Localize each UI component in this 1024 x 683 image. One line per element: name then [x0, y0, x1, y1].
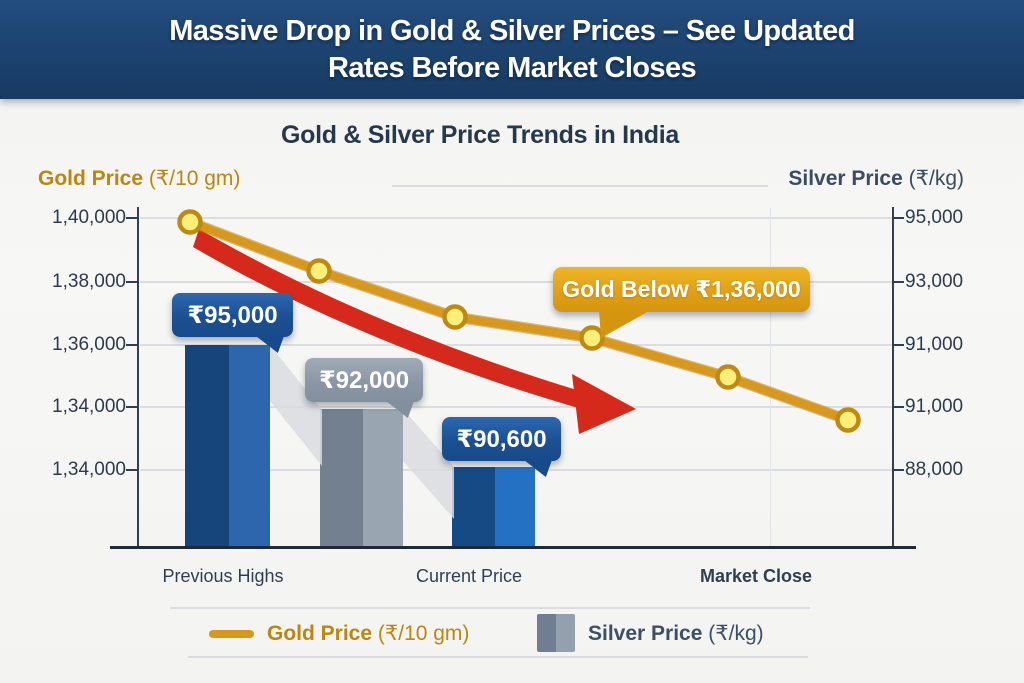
callout-value: ₹90,600	[456, 425, 547, 453]
silver-axis-unit: (₹/kg)	[908, 167, 964, 190]
left-axis-tick-label: 1,34,000	[52, 459, 126, 480]
callout-gold-annotation: Gold Below ₹1,36,000	[553, 267, 810, 338]
silver-bar-previous-highs	[185, 345, 270, 547]
right-axis-tick-label: 95,000	[905, 207, 964, 228]
gold-axis-label: Gold Price (₹/10 gm)	[38, 166, 240, 191]
header-banner: Massive Drop in Gold & Silver Prices – S…	[0, 0, 1024, 99]
legend-silver-label: Silver Price (₹/kg)	[588, 621, 764, 646]
left-axis-line	[137, 207, 139, 548]
legend-gold-label: Gold Price (₹/10 gm)	[267, 621, 469, 646]
left-tick-3	[126, 344, 138, 346]
legend-gold-name: Gold Price	[267, 622, 373, 645]
left-tick-2	[126, 281, 138, 283]
callout-bar-current-price: ₹92,000	[305, 358, 423, 418]
callout-tail	[599, 311, 649, 338]
axis-header-divider	[392, 185, 768, 187]
right-axis-tick-label: 91,000	[905, 396, 964, 417]
left-axis-tick-label: 1,40,000	[52, 207, 126, 228]
left-axis-tick-label: 1,34,000	[52, 396, 126, 417]
right-tick-5	[892, 469, 904, 471]
gridline-1	[140, 217, 893, 219]
left-tick-5	[126, 469, 138, 471]
silver-bar-market-close	[452, 467, 535, 547]
left-axis-tick-label: 1,38,000	[52, 271, 126, 292]
gold-axis-unit: (₹/10 gm)	[148, 167, 241, 190]
legend-silver-unit: (₹/kg)	[708, 622, 764, 645]
silver-axis-name: Silver Price	[788, 167, 903, 190]
callout-bar-previous-highs: ₹95,000	[172, 293, 293, 353]
x-axis-line	[110, 546, 916, 549]
x-label-market-close: Market Close	[699, 566, 813, 586]
left-tick-4	[126, 406, 138, 408]
callout-value: ₹92,000	[318, 366, 410, 394]
right-tick-3	[892, 344, 904, 346]
header-title-line2: Rates Before Market Closes	[328, 51, 697, 84]
right-axis-tick-label: 93,000	[905, 271, 964, 292]
gold-marker-2	[306, 258, 332, 284]
silver-bar-current-price	[320, 409, 403, 547]
legend-gold-unit: (₹/10 gm)	[377, 622, 470, 645]
gold-axis-name: Gold Price	[38, 167, 144, 190]
vertical-gridline	[770, 208, 771, 546]
gold-marker-5	[715, 364, 741, 390]
left-tick-1	[126, 217, 138, 219]
red-trend-arrow-head	[572, 374, 636, 434]
x-label-previous-highs: Previous Highs	[162, 566, 284, 586]
callout-bar-market-close: ₹90,600	[442, 417, 561, 477]
silver-axis-label: Silver Price (₹/kg)	[778, 166, 964, 191]
gold-line-swatch	[209, 630, 254, 638]
right-tick-4	[892, 406, 904, 408]
chart-title: Gold & Silver Price Trends in India	[281, 121, 679, 149]
right-tick-2	[892, 281, 904, 283]
right-axis-line	[892, 207, 894, 548]
silver-bar-swatch	[537, 614, 575, 652]
legend-divider-bottom	[188, 656, 808, 658]
gold-marker-6	[835, 407, 861, 433]
right-axis-tick-label: 91,000	[905, 334, 964, 355]
callout-value: ₹95,000	[187, 301, 278, 329]
left-axis-tick-label: 1,36,000	[52, 334, 126, 355]
right-tick-1	[892, 217, 904, 219]
legend-silver-name: Silver Price	[588, 622, 703, 645]
legend-divider-top	[170, 607, 810, 609]
x-label-current-price: Current Price	[415, 566, 523, 586]
gold-marker-1	[177, 209, 203, 235]
header-title-line1: Massive Drop in Gold & Silver Prices – S…	[169, 14, 855, 47]
right-axis-tick-label: 88,000	[905, 459, 964, 480]
gold-marker-3	[442, 304, 468, 330]
annotation-text: Gold Below ₹1,36,000	[562, 276, 801, 302]
